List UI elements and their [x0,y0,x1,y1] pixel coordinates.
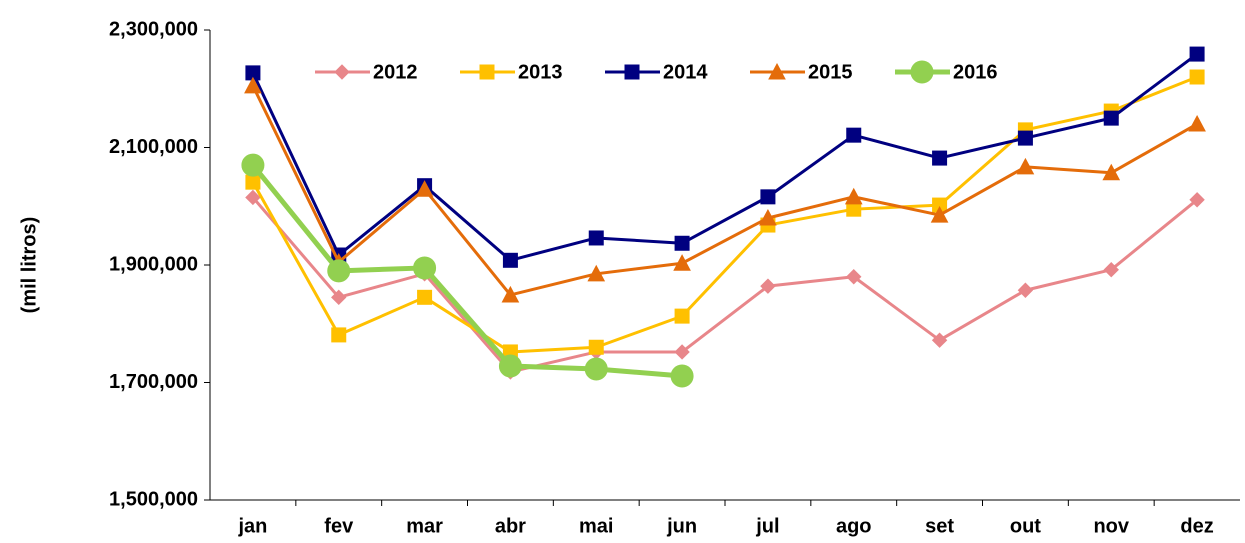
data-point [241,153,265,177]
data-point [760,278,776,294]
series-line [251,196,1199,374]
data-point [1102,163,1121,181]
data-point [674,308,690,324]
data-point [1017,282,1034,298]
data-point [674,344,690,360]
legend-label: 2014 [663,61,708,83]
x-tick-label: abr [495,515,526,537]
x-tick-label: ago [836,515,872,537]
data-point [327,259,351,283]
legend-label: 2015 [808,61,853,83]
data-point [1189,192,1205,208]
data-point [930,206,949,223]
series-line [250,163,683,379]
data-point [760,189,776,205]
data-point [588,339,604,355]
data-point [331,289,347,306]
data-point [245,189,261,206]
data-point [846,269,862,285]
data-point [931,332,948,348]
data-point [415,180,434,197]
data-point [417,289,433,305]
x-tick-label: mai [579,515,613,537]
data-point [846,127,862,143]
data-point [1103,261,1119,278]
data-point [1189,46,1205,62]
data-point [584,357,608,381]
data-point [413,256,437,280]
data-point [670,364,694,388]
data-point [674,235,690,251]
legend-marker [910,60,934,84]
x-tick-label: nov [1093,515,1129,537]
data-point [673,254,691,271]
data-point [844,187,863,205]
data-point [1016,157,1035,175]
x-tick-label: mar [406,515,443,537]
data-point [1188,114,1206,132]
data-point [587,264,606,282]
data-point [1103,110,1119,126]
legend-label: 2012 [373,61,418,83]
x-tick-label: jun [666,515,697,537]
data-point [244,76,262,94]
y-tick-label: 1,700,000 [109,371,198,393]
legend-marker [768,62,786,80]
data-point [331,327,347,343]
legend-marker [624,64,640,80]
x-tick-label: out [1010,515,1041,537]
data-point [932,150,948,166]
legend-marker [334,64,350,80]
data-point [1017,130,1033,146]
x-tick-label: set [925,515,954,537]
y-axis-label: (mil litros) [18,217,40,314]
data-point [502,252,518,268]
legend-label: 2013 [518,61,563,83]
data-point [588,230,604,246]
series-line [251,75,1198,354]
data-point [498,354,522,378]
legend-marker [479,64,495,80]
data-point [1189,69,1205,85]
y-tick-label: 2,100,000 [109,136,198,158]
data-point [245,174,261,190]
y-tick-label: 2,300,000 [109,18,198,40]
x-tick-label: fev [324,515,354,537]
x-tick-label: jan [237,515,267,537]
series-line [251,85,1198,297]
data-point [759,208,777,226]
legend-label: 2016 [953,61,998,83]
x-tick-label: jul [755,515,779,537]
y-tick-label: 1,900,000 [109,253,198,275]
series-line [251,52,1198,262]
data-point [501,285,520,303]
x-tick-label: dez [1180,515,1213,537]
y-tick-label: 1,500,000 [109,488,198,510]
